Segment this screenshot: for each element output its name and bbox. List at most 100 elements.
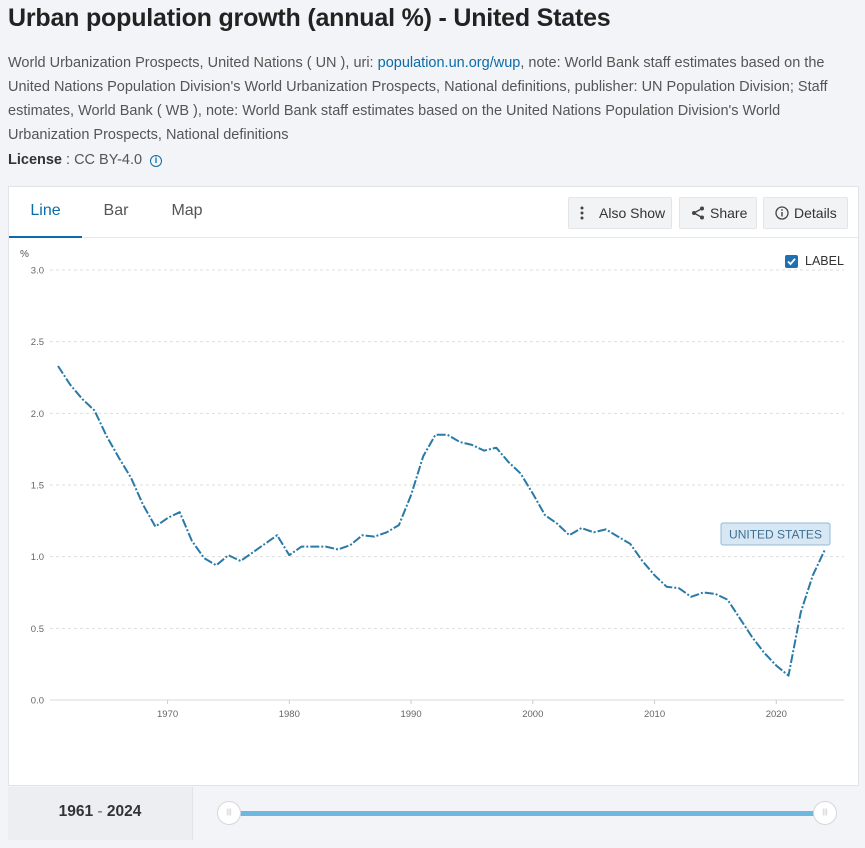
data-point-2002[interactable] [554,521,560,527]
data-point-1992[interactable] [432,432,438,438]
x-tick-label: 2000 [522,709,543,720]
data-point-1975[interactable] [225,552,231,558]
data-point-1979[interactable] [274,532,280,538]
also-show-button[interactable]: Also Show [568,197,672,229]
data-point-2001[interactable] [542,512,548,518]
data-point-2003[interactable] [566,532,572,538]
data-point-2021[interactable] [785,673,791,679]
data-point-1996[interactable] [481,448,487,454]
data-point-1993[interactable] [445,432,451,438]
data-point-1999[interactable] [518,471,524,477]
data-point-1969[interactable] [152,524,158,530]
data-point-2007[interactable] [615,534,621,540]
data-point-2011[interactable] [664,584,670,590]
tab-map[interactable]: Map [171,202,203,219]
license-label: License [8,152,62,168]
data-point-2020[interactable] [773,663,779,669]
tab-line[interactable]: Line [9,187,82,238]
slider-handle-start[interactable]: ||| [217,801,241,825]
data-point-1989[interactable] [396,522,402,528]
data-point-1985[interactable] [347,542,353,548]
details-label: Details [794,205,837,221]
data-points [55,363,828,679]
x-tick-label: 1980 [279,709,300,720]
share-label: Share [710,205,748,221]
page-title: Urban population growth (annual %) - Uni… [8,4,611,32]
data-point-1962[interactable] [67,382,73,388]
data-point-2006[interactable] [603,526,609,532]
data-point-1974[interactable] [213,562,219,568]
series-line-united-states[interactable] [57,365,826,677]
data-point-1983[interactable] [323,544,329,550]
y-tick-label: 2.0 [31,409,44,420]
data-point-2023[interactable] [810,572,816,578]
data-point-1973[interactable] [201,555,207,561]
chart-card: Line Bar Map Also Show Share Details LAB… [8,186,859,786]
y-tick-label: 1.0 [31,552,44,563]
data-point-2009[interactable] [639,558,645,564]
data-point-2016[interactable] [725,597,731,603]
source-link[interactable]: population.un.org/wup [377,55,521,71]
data-point-2012[interactable] [676,585,682,591]
series-label-badge[interactable]: UNITED STATES [720,522,831,546]
data-point-2018[interactable] [749,634,755,640]
also-show-label: Also Show [599,205,666,221]
data-point-1976[interactable] [238,558,244,564]
range-end: 2024 [106,803,142,820]
data-point-1963[interactable] [79,396,85,402]
y-tick-label: 1.5 [31,481,44,492]
data-point-1970[interactable] [165,515,171,521]
data-point-1991[interactable] [420,453,426,459]
share-button[interactable]: Share [679,197,757,229]
data-point-1980[interactable] [286,552,292,558]
data-point-2024[interactable] [822,547,828,553]
data-point-2008[interactable] [627,541,633,547]
data-point-1986[interactable] [359,532,365,538]
slider-track[interactable] [230,811,826,816]
data-point-2019[interactable] [761,650,767,656]
data-point-1981[interactable] [298,544,304,550]
data-point-1978[interactable] [262,541,268,547]
year-range-slider: 1961 - 2024 ||| ||| [8,787,859,840]
range-separator: - [97,803,103,820]
slider-handle-end[interactable]: ||| [813,801,837,825]
data-point-1968[interactable] [140,502,146,508]
data-point-2000[interactable] [530,491,536,497]
data-point-1977[interactable] [250,549,256,555]
data-point-1995[interactable] [469,442,475,448]
data-point-2014[interactable] [700,590,706,596]
data-point-1966[interactable] [116,455,122,461]
info-icon[interactable]: i [150,155,163,167]
data-point-1972[interactable] [189,538,195,544]
y-axis-unit-label: % [20,249,29,260]
source-prefix: World Urbanization Prospects, United Nat… [8,55,378,71]
checkmark-icon [787,258,796,266]
x-tick-label: 1970 [157,709,178,720]
tab-bar[interactable]: Bar [103,202,129,219]
data-point-1984[interactable] [335,547,341,553]
data-point-2022[interactable] [798,610,804,616]
data-point-1994[interactable] [457,439,463,445]
year-range-text: 1961 - 2024 [8,787,193,840]
data-point-1997[interactable] [493,445,499,451]
data-point-1990[interactable] [408,492,414,498]
data-point-1998[interactable] [505,459,511,465]
data-point-1987[interactable] [372,534,378,540]
data-point-1967[interactable] [128,475,134,481]
data-point-1965[interactable] [104,433,110,439]
data-point-1961[interactable] [55,363,61,369]
data-point-2005[interactable] [591,529,597,535]
data-point-2017[interactable] [737,615,743,621]
y-tick-label: 3.0 [31,266,44,277]
data-point-1964[interactable] [92,407,98,413]
data-point-2013[interactable] [688,594,694,600]
details-button[interactable]: Details [763,197,848,229]
label-checkbox[interactable] [785,255,798,268]
data-point-1982[interactable] [311,544,317,550]
data-point-2010[interactable] [652,572,658,578]
data-point-2015[interactable] [712,591,718,597]
data-point-2004[interactable] [579,525,585,531]
y-tick-label: 0.5 [31,624,44,635]
data-point-1988[interactable] [384,529,390,535]
data-point-1971[interactable] [177,509,183,515]
